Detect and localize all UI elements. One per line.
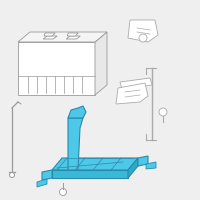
Polygon shape — [128, 20, 158, 42]
Polygon shape — [18, 42, 95, 95]
Polygon shape — [68, 118, 83, 170]
Polygon shape — [43, 36, 57, 39]
Circle shape — [10, 172, 14, 178]
Polygon shape — [18, 32, 107, 42]
Polygon shape — [42, 170, 52, 180]
Polygon shape — [138, 156, 148, 166]
Polygon shape — [120, 78, 152, 89]
Polygon shape — [116, 83, 148, 104]
Polygon shape — [68, 106, 86, 118]
Polygon shape — [44, 33, 55, 36]
Polygon shape — [146, 162, 156, 169]
Polygon shape — [37, 179, 47, 187]
Polygon shape — [67, 33, 78, 36]
Polygon shape — [66, 36, 80, 39]
Circle shape — [139, 34, 147, 42]
Polygon shape — [128, 158, 138, 178]
Polygon shape — [95, 32, 107, 95]
Circle shape — [60, 188, 66, 196]
Circle shape — [159, 108, 167, 116]
Polygon shape — [52, 170, 128, 178]
Polygon shape — [52, 158, 138, 170]
